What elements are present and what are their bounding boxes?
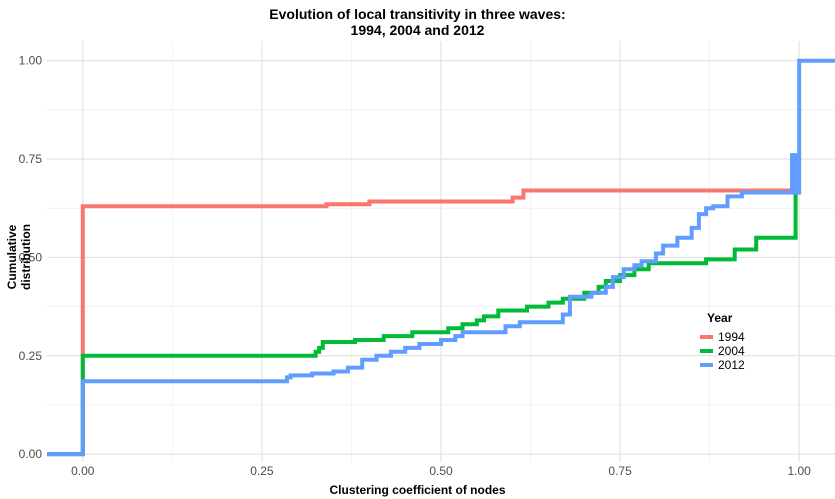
x-tick-label: 0.50 [429,464,453,478]
y-tick-label: 0.25 [19,349,43,363]
chart-title: Evolution of local transitivity in three… [269,6,566,22]
legend-title: Year [707,311,733,325]
x-tick-label: 0.75 [608,464,632,478]
series-line-1994 [47,188,800,457]
y-tick-label: 1.00 [19,54,43,68]
x-tick-label: 0.00 [71,464,95,478]
legend-label-2012: 2012 [718,358,745,372]
x-tick-label: 0.25 [250,464,274,478]
y-tick-label: 0.50 [19,250,43,264]
y-tick-label: 0.00 [19,447,43,461]
legend-label-2004: 2004 [718,344,745,358]
legend-label-1994: 1994 [718,330,745,344]
y-axis-label: Cumulative distribution [5,224,33,290]
y-tick-labels: 0.00 0.25 0.50 0.75 1.00 [19,54,43,461]
series-line-2004 [47,157,800,457]
grid-major [47,41,835,462]
chart-subtitle: 1994, 2004 and 2012 [350,22,485,38]
series-line-2012 [47,58,835,457]
y-tick-label: 0.75 [19,152,43,166]
series-lines [47,58,835,457]
x-tick-label: 1.00 [788,464,812,478]
x-axis-label: Clustering coefficient of nodes [329,483,506,497]
x-tick-labels: 0.00 0.25 0.50 0.75 1.00 [71,464,811,478]
